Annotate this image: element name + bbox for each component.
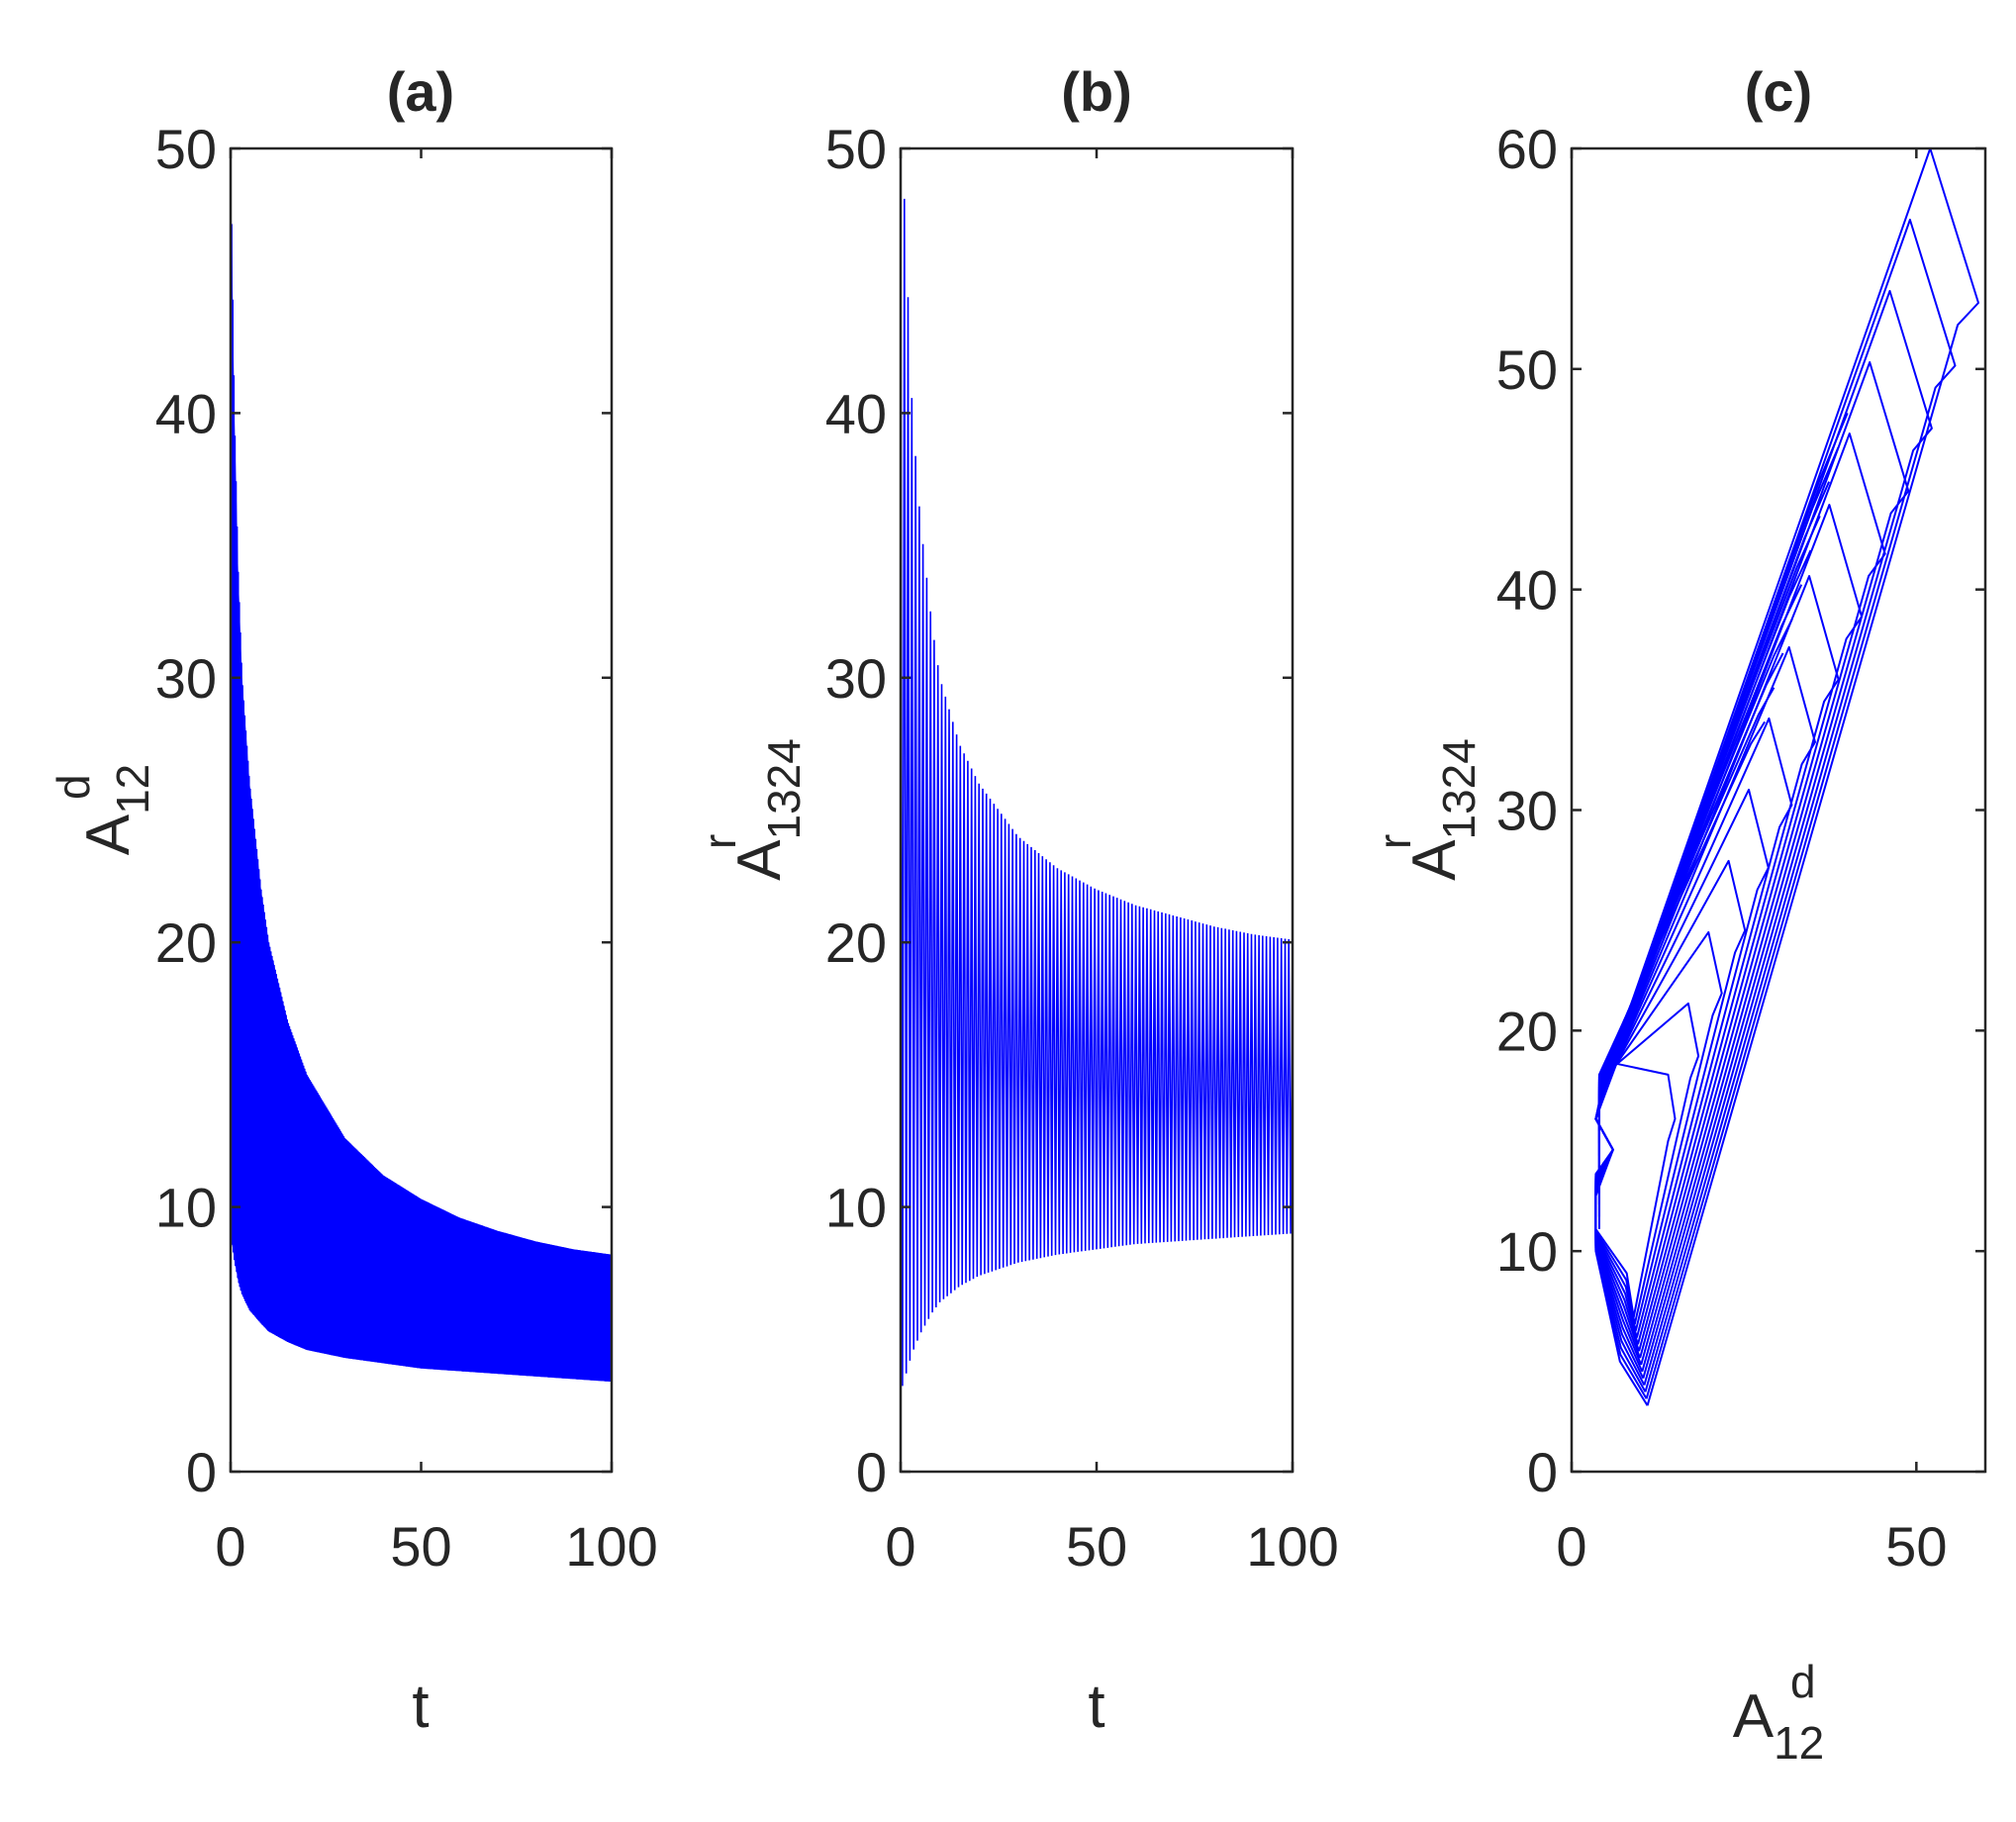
svg-text:A12: A12 bbox=[74, 764, 158, 856]
panel-b-data bbox=[900, 147, 1294, 1387]
panel-b-ytick-label-5: 50 bbox=[825, 118, 887, 180]
panel-c-ticks: 0 10 20 30 40 50 60 0 50 bbox=[1496, 118, 1985, 1578]
panel-c-ytick-label-3: 30 bbox=[1496, 780, 1558, 842]
panel-c-ylabel-sub: 1324 bbox=[1433, 738, 1485, 839]
panel-a-ytick-label-0: 0 bbox=[186, 1441, 217, 1503]
panel-c-ytick-label-6: 60 bbox=[1496, 118, 1558, 180]
svg-text:A1324: A1324 bbox=[725, 738, 810, 881]
panel-a-xtick-label-2: 100 bbox=[565, 1515, 657, 1578]
panel-c-ytick-label-5: 50 bbox=[1496, 338, 1558, 401]
panel-a-ylabel-base: A bbox=[74, 814, 143, 855]
panel-b-series-line-0 bbox=[900, 147, 1294, 1387]
panel-a-ylabel-sub: 12 bbox=[107, 764, 158, 815]
panel-b-ytick-label-3: 30 bbox=[825, 647, 887, 710]
panel-c-ytick-label-1: 10 bbox=[1496, 1220, 1558, 1283]
panel-a-ytick-label-1: 10 bbox=[155, 1177, 217, 1239]
panel-a-x-axis-label: t bbox=[412, 1673, 429, 1741]
panel-b-xtick-label-2: 100 bbox=[1246, 1515, 1338, 1578]
panel-c-x-axis-label: A12 d bbox=[1733, 1656, 1825, 1769]
panel-a-ytick-label-4: 40 bbox=[155, 382, 217, 444]
panel-a: 0 10 20 30 40 50 0 50 100 (a) t A12 d bbox=[48, 60, 658, 1741]
panel-b-ytick-label-2: 20 bbox=[825, 911, 887, 974]
panel-c-xlabel-sup: d bbox=[1790, 1656, 1816, 1707]
panel-a-xtick-label-1: 50 bbox=[390, 1515, 451, 1578]
panel-c-trajectory-band-9 bbox=[1597, 720, 1766, 1119]
panel-a-series-line-0 bbox=[230, 147, 613, 1383]
svg-text:A1324: A1324 bbox=[1400, 738, 1485, 881]
panel-c-xtick-label-0: 0 bbox=[1556, 1515, 1586, 1578]
panel-a-ytick-label-3: 30 bbox=[155, 647, 217, 710]
panel-a-title: (a) bbox=[387, 60, 454, 123]
panel-c-title: (c) bbox=[1745, 60, 1812, 123]
panel-c-ylabel-sup: r bbox=[1369, 834, 1420, 849]
panel-c-y-axis-label: A1324 r bbox=[1369, 738, 1485, 881]
panel-a-ytick-label-5: 50 bbox=[155, 118, 217, 180]
panel-a-ytick-label-2: 20 bbox=[155, 911, 217, 974]
panel-c-trajectory-loop-13 bbox=[1594, 1062, 1677, 1318]
panel-a-xtick-label-0: 0 bbox=[215, 1515, 245, 1578]
panel-c-xlabel-base: A bbox=[1733, 1682, 1775, 1751]
panel-b: 0 10 20 30 40 50 0 50 100 (b) t A1324 r bbox=[694, 60, 1339, 1741]
panel-c-xtick-label-1: 50 bbox=[1885, 1515, 1947, 1578]
panel-a-ticks: 0 10 20 30 40 50 0 50 100 bbox=[155, 118, 658, 1578]
panel-b-y-axis-label: A1324 r bbox=[694, 738, 810, 881]
panel-a-ylabel-sup: d bbox=[48, 774, 99, 800]
panel-b-xtick-label-1: 50 bbox=[1066, 1515, 1127, 1578]
panel-b-ytick-label-0: 0 bbox=[856, 1441, 887, 1503]
panel-b-ylabel-sup: r bbox=[694, 834, 745, 849]
panel-c-data bbox=[1594, 147, 1979, 1406]
panel-c-ylabel-base: A bbox=[1400, 839, 1469, 881]
panel-b-ytick-label-4: 40 bbox=[825, 382, 887, 444]
panel-a-data bbox=[230, 147, 613, 1383]
panel-b-ylabel-base: A bbox=[725, 839, 794, 881]
panel-b-ticks: 0 10 20 30 40 50 0 50 100 bbox=[825, 118, 1339, 1578]
panel-b-ytick-label-1: 10 bbox=[825, 1177, 887, 1239]
panel-c-ytick-label-2: 20 bbox=[1496, 1000, 1558, 1062]
panel-c-xlabel-sub: 12 bbox=[1774, 1717, 1824, 1769]
panel-c-ytick-label-4: 40 bbox=[1496, 559, 1558, 622]
svg-text:A12: A12 bbox=[1733, 1682, 1825, 1769]
panel-b-ylabel-sub: 1324 bbox=[758, 738, 810, 839]
panel-b-x-axis-label: t bbox=[1088, 1673, 1104, 1741]
panel-c-ytick-label-0: 0 bbox=[1527, 1441, 1558, 1503]
panel-b-xtick-label-0: 0 bbox=[885, 1515, 915, 1578]
panel-a-y-axis-label: A12 d bbox=[48, 764, 158, 856]
panel-b-title: (b) bbox=[1061, 60, 1132, 123]
